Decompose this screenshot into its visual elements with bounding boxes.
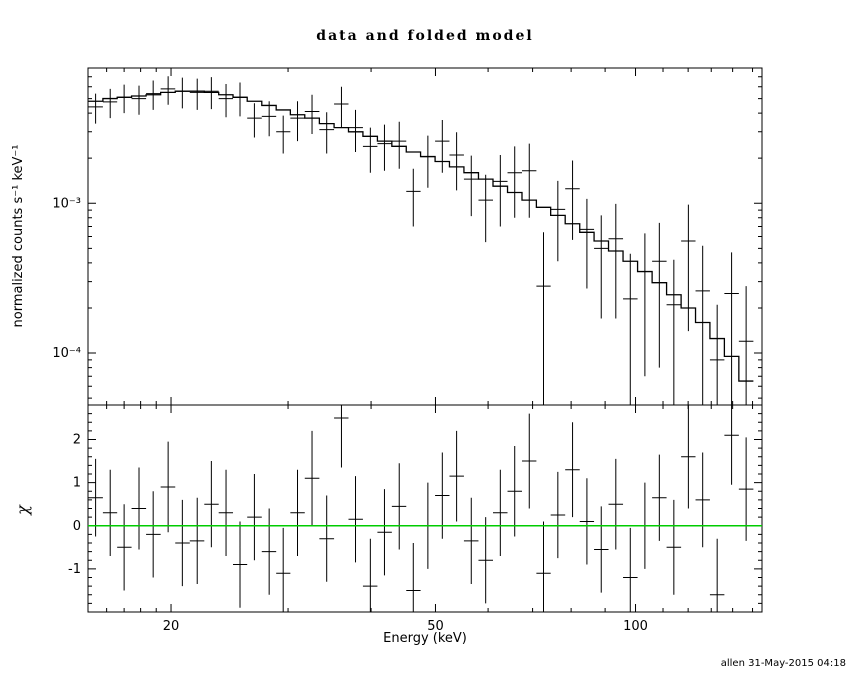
y-axis-label-top: normalized counts s⁻¹ keV⁻¹	[11, 145, 26, 328]
y-tick-label-bottom: 2	[73, 433, 81, 448]
y-tick-label-bottom: 0	[73, 519, 81, 534]
y-tick-label-top: 10⁻⁴	[52, 346, 81, 361]
axis-ticks	[88, 68, 762, 612]
y-tick-label-top: 10⁻³	[52, 196, 81, 211]
x-tick-label: 20	[163, 619, 180, 634]
plot-footer: allen 31-May-2015 04:18	[721, 658, 846, 669]
chart-title: data and folded model	[316, 28, 533, 44]
y-tick-label-bottom: -1	[68, 562, 81, 577]
y-axis-label-chi: χ	[13, 504, 32, 516]
chi-error-bars	[88, 405, 754, 612]
x-axis-label: Energy (keV)	[383, 631, 467, 646]
top-panel-frame	[87, 67, 763, 406]
y-tick-label-bottom: 1	[73, 476, 81, 491]
data-error-bars	[88, 76, 754, 405]
model-step-line	[88, 90, 754, 382]
x-tick-label: 100	[623, 619, 648, 634]
bottom-panel-frame	[87, 404, 763, 613]
x-tick-label: 50	[427, 619, 444, 634]
